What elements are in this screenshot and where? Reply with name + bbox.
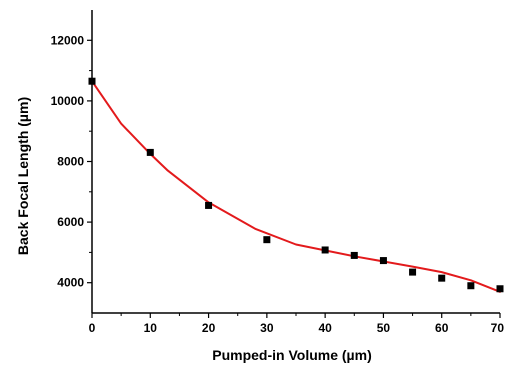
data-point bbox=[321, 246, 329, 254]
x-tick-label: 70 bbox=[491, 321, 505, 335]
plot-frame bbox=[91, 10, 500, 314]
x-tick-label: 40 bbox=[318, 321, 332, 335]
data-point bbox=[146, 148, 154, 156]
y-tick-label: 10000 bbox=[51, 94, 85, 108]
y-tick-label: 6000 bbox=[57, 215, 84, 229]
x-tick-label: 0 bbox=[89, 321, 96, 335]
y-tick-label: 4000 bbox=[57, 276, 84, 290]
data-point bbox=[496, 285, 504, 293]
x-tick-label: 50 bbox=[377, 321, 391, 335]
x-tick-label: 10 bbox=[144, 321, 158, 335]
data-point bbox=[438, 274, 446, 282]
y-axis-title: Back Focal Length (µm) bbox=[15, 97, 31, 255]
data-point bbox=[409, 268, 417, 276]
x-ticks: 0 10 20 30 40 50 60 70 bbox=[89, 313, 505, 335]
data-point bbox=[88, 77, 96, 85]
x-tick-label: 20 bbox=[202, 321, 216, 335]
series-layer bbox=[88, 77, 504, 293]
data-point bbox=[205, 201, 213, 209]
x-tick-label: 30 bbox=[260, 321, 274, 335]
data-point bbox=[379, 257, 387, 265]
data-point bbox=[350, 251, 358, 259]
y-tick-label: 8000 bbox=[57, 155, 84, 169]
data-point bbox=[467, 282, 475, 290]
y-tick-label: 12000 bbox=[51, 33, 85, 47]
y-ticks: 4000 6000 8000 10000 12000 bbox=[51, 33, 92, 290]
x-axis-title: Pumped-in Volume (µm) bbox=[212, 347, 371, 363]
x-tick-label: 60 bbox=[435, 321, 449, 335]
fit-curve bbox=[91, 80, 501, 293]
data-point bbox=[263, 236, 271, 244]
